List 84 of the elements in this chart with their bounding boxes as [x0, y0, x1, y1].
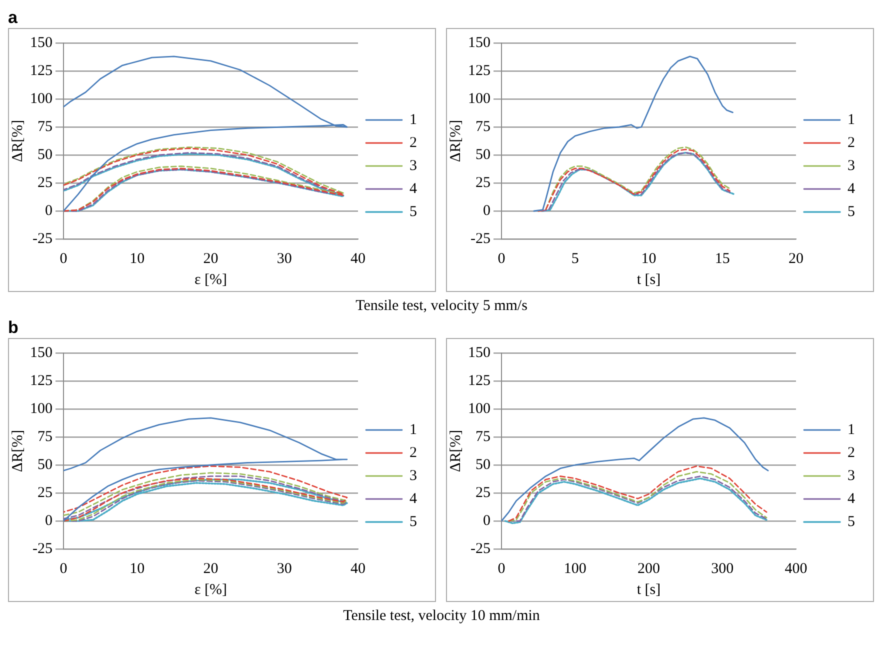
y-tick-label: 150: [468, 344, 490, 361]
x-tick-label: 10: [130, 250, 145, 267]
y-tick-label: 125: [30, 372, 52, 389]
y-axis-title: ΔR[%]: [448, 430, 464, 472]
x-tick-label: 5: [571, 250, 579, 267]
x-tick-label: 100: [564, 560, 586, 577]
x-axis-title: t [s]: [636, 582, 661, 598]
y-tick-label: 125: [468, 62, 490, 79]
x-tick-label: 30: [276, 250, 292, 267]
y-tick-label: 150: [30, 34, 52, 51]
y-axis-title: ΔR[%]: [10, 120, 26, 162]
y-tick-label: 50: [38, 146, 52, 163]
x-tick-label: 20: [203, 560, 218, 577]
y-tick-label: 125: [30, 62, 52, 79]
y-axis-title: ΔR[%]: [10, 430, 26, 472]
y-tick-label: 75: [38, 118, 52, 135]
x-tick-label: 0: [498, 250, 506, 267]
y-tick-label: 25: [38, 174, 52, 191]
legend-label: 1: [410, 422, 417, 438]
legend-label: 2: [410, 134, 417, 151]
x-tick-label: 300: [711, 560, 734, 577]
x-tick-label: 20: [788, 250, 804, 267]
legend-label: 5: [848, 204, 855, 220]
y-tick-label: 75: [38, 428, 52, 445]
y-tick-label: 0: [483, 202, 490, 219]
y-tick-label: 25: [38, 484, 52, 501]
legend-label: 3: [410, 158, 417, 174]
x-tick-label: 200: [638, 560, 660, 577]
y-tick-label: 75: [476, 118, 490, 135]
y-tick-label: 0: [45, 512, 52, 529]
y-tick-label: 150: [468, 34, 490, 51]
y-tick-label: 75: [476, 428, 490, 445]
y-tick-label: 100: [468, 400, 490, 417]
y-tick-label: -25: [470, 230, 490, 247]
y-tick-label: 25: [476, 174, 490, 191]
legend-label: 5: [410, 514, 417, 530]
x-tick-label: 10: [130, 560, 145, 577]
y-axis-title: ΔR[%]: [448, 120, 464, 162]
y-tick-label: 100: [468, 90, 490, 107]
x-tick-label: 10: [641, 250, 656, 267]
legend-label: 2: [848, 444, 855, 461]
legend-label: 2: [410, 444, 417, 461]
y-tick-label: 0: [45, 202, 52, 219]
y-tick-label: 100: [30, 90, 52, 107]
legend-label: 4: [848, 490, 856, 507]
y-tick-label: -25: [32, 230, 52, 247]
y-tick-label: 50: [476, 456, 490, 473]
y-tick-label: 50: [38, 456, 52, 473]
legend-label: 1: [848, 422, 855, 438]
x-tick-label: 40: [350, 250, 366, 267]
y-tick-label: -25: [32, 540, 52, 557]
y-tick-label: 150: [30, 344, 52, 361]
text: Tensile test, velocity 10 mm/min: [342, 608, 541, 625]
y-tick-label: 125: [468, 372, 490, 389]
legend-label: 2: [848, 134, 855, 151]
chart-title: b: [8, 318, 20, 338]
legend-label: 4: [410, 490, 418, 507]
x-tick-label: 40: [350, 560, 366, 577]
legend-label: 1: [410, 112, 417, 128]
x-tick-label: 30: [276, 560, 292, 577]
x-tick-label: 0: [498, 560, 506, 577]
x-tick-label: 15: [714, 250, 730, 267]
text: Tensile test, velocity 5 mm/s: [354, 298, 528, 315]
y-tick-label: -25: [470, 540, 490, 557]
x-tick-label: 400: [784, 560, 808, 577]
legend-label: 5: [848, 514, 855, 530]
legend-label: 4: [410, 180, 418, 197]
x-tick-label: 0: [60, 250, 68, 267]
legend-label: 1: [848, 112, 855, 128]
x-tick-label: 0: [60, 560, 68, 577]
y-tick-label: 25: [476, 484, 490, 501]
x-axis-title: ε [%]: [194, 272, 228, 288]
y-tick-label: 100: [30, 400, 52, 417]
y-tick-label: 50: [476, 146, 490, 163]
legend-label: 3: [848, 158, 855, 174]
x-axis-title: ε [%]: [194, 582, 228, 598]
x-axis-title: t [s]: [636, 272, 661, 288]
x-tick-label: 20: [203, 250, 218, 267]
chart-title: a: [8, 8, 18, 28]
legend-label: 4: [848, 180, 856, 197]
legend-label: 3: [410, 468, 417, 484]
legend-label: 5: [410, 204, 417, 220]
legend-label: 3: [848, 468, 855, 484]
y-tick-label: 0: [483, 512, 490, 529]
